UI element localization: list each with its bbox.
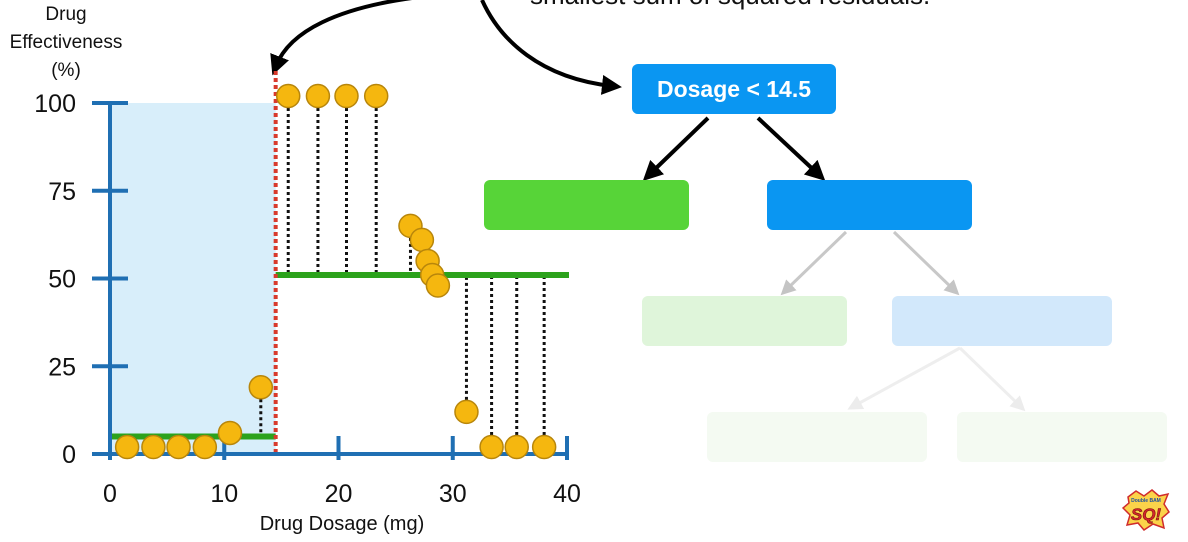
edge-right-right: [892, 230, 960, 296]
faint-node-right: [957, 412, 1167, 462]
data-point: [192, 434, 218, 460]
x-axis-label: Drug Dosage (mg): [260, 513, 425, 535]
y-tick-label: 0: [62, 441, 76, 469]
logo-small-text: Double BAM: [1131, 498, 1161, 504]
faint-node-left: [707, 412, 927, 462]
data-point: [166, 434, 191, 460]
y-tick-label: 25: [48, 353, 76, 381]
data-point: [363, 83, 389, 109]
left-leaf-node: [484, 180, 689, 230]
data-point: [275, 83, 301, 109]
data-point: [305, 83, 331, 109]
y-tick-label: 50: [48, 266, 76, 294]
data-point: [454, 399, 479, 425]
edge-root-right: [756, 116, 826, 181]
y-tick-label: 100: [34, 90, 76, 118]
x-tick-label: 30: [439, 480, 467, 508]
right-node: [767, 180, 972, 230]
x-tick-label: 10: [210, 480, 238, 508]
data-point: [114, 434, 140, 460]
y-axis-label-line-3: (%): [51, 60, 81, 81]
data-point: [248, 375, 274, 400]
arrow-to-threshold: [270, 0, 413, 76]
data-point: [504, 434, 529, 460]
data-point: [531, 434, 557, 460]
data-points: [114, 83, 557, 460]
faded-green-node: [642, 296, 847, 346]
decision-tree: Dosage < 14.5: [484, 64, 1167, 462]
edge-faint-left: [847, 346, 961, 410]
y-tick-label: 75: [48, 178, 76, 206]
edge-faint-right: [958, 346, 1026, 412]
y-axis-label-line-1: Drug: [45, 4, 86, 25]
data-point: [425, 273, 451, 298]
statquest-logo: Double BAM SQ!: [1122, 489, 1170, 531]
data-point: [334, 83, 359, 109]
residual-lines: [259, 95, 546, 447]
data-point: [141, 434, 166, 460]
data-point: [479, 434, 504, 460]
scatter-chart: 0 25 50 75 100 0 10 20 30 40 Drug Effectiveness (…: [10, 4, 581, 535]
data-point: [217, 420, 243, 446]
root-node-label: Dosage < 14.5: [657, 76, 811, 102]
y-axis-label-line-2: Effectiveness: [10, 32, 123, 53]
root-node: [632, 64, 836, 114]
faded-blue-node: [892, 296, 1112, 346]
logo-text: SQ!: [1131, 505, 1162, 524]
x-tick-label: 0: [103, 480, 117, 508]
axes: 0 25 50 75 100 0 10 20 30 40: [34, 90, 581, 508]
edge-right-left: [780, 230, 848, 296]
x-tick-label: 40: [553, 480, 581, 508]
caption-text: smallest sum of squared residuals.: [530, 0, 930, 10]
x-tick-label: 20: [325, 480, 353, 508]
data-point: [409, 227, 435, 253]
edge-root-left: [642, 116, 710, 181]
left-region-highlight: [110, 103, 276, 454]
arrow-to-root-node: [480, 0, 622, 95]
